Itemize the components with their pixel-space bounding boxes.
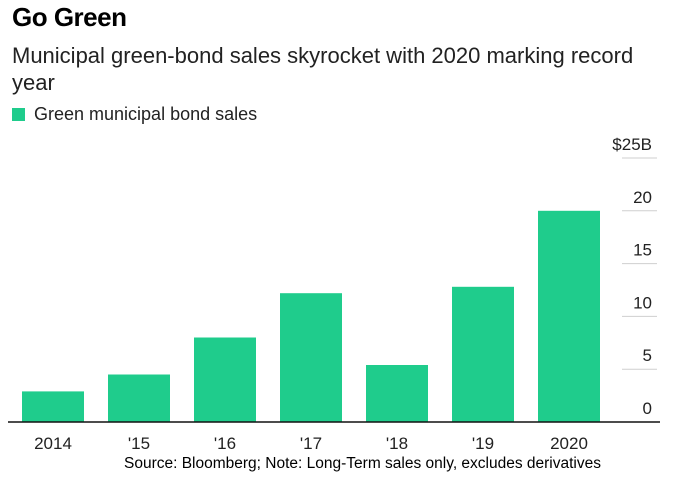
bars-group (22, 210, 600, 422)
x-axis-labels: 2014 '15 '16 '17 '18 '19 2020 (34, 434, 588, 453)
bar-0 (22, 391, 84, 422)
bar-4 (366, 365, 428, 422)
chart-title: Go Green (12, 2, 127, 32)
bar-3 (280, 293, 342, 422)
bar-2 (194, 337, 256, 422)
y-tick-label: $25B (612, 135, 652, 154)
bar-6 (538, 210, 600, 422)
y-tick-label: 10 (633, 293, 652, 312)
x-tick-label: 2014 (34, 434, 72, 453)
y-tick-label: 15 (633, 241, 652, 260)
y-tick-label: 5 (643, 346, 652, 365)
chart-subtitle: Municipal green-bond sales skyrocket wit… (12, 43, 634, 95)
x-tick-label: 2020 (550, 434, 588, 453)
legend: Green municipal bond sales (12, 104, 257, 125)
x-tick-label: '16 (214, 434, 236, 453)
x-tick-label: '18 (386, 434, 408, 453)
legend-label: Green municipal bond sales (34, 104, 258, 124)
x-tick-label: '17 (300, 434, 322, 453)
source-note: Source: Bloomberg; Note: Long-Term sales… (124, 455, 601, 472)
y-axis-ticks: 0 5 10 15 20 $25B (612, 135, 657, 418)
x-tick-label: '19 (472, 434, 494, 453)
legend-swatch (12, 108, 25, 121)
y-tick-label: 0 (643, 399, 652, 418)
bar-5 (452, 286, 514, 422)
x-tick-label: '15 (128, 434, 150, 453)
bar-1 (108, 374, 170, 422)
y-tick-label: 20 (633, 188, 652, 207)
